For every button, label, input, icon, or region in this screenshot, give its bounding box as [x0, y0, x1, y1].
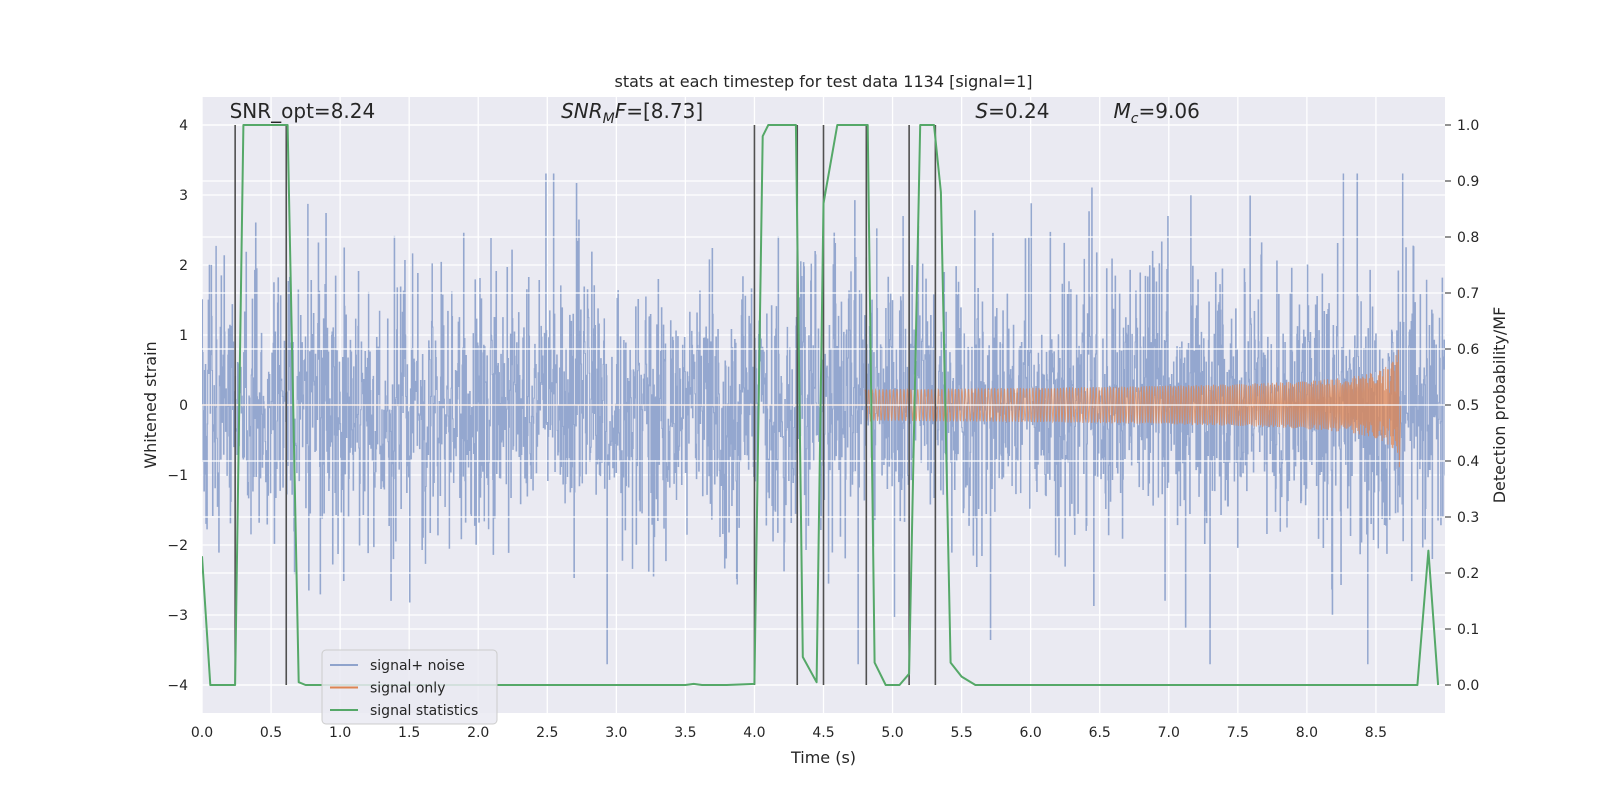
annotation-mc: Mc=9.06: [1114, 99, 1200, 127]
series-signal-statistics: [202, 124, 1440, 686]
x-tick-label: 8.0: [1296, 725, 1318, 741]
x-tick-label: 3.0: [605, 725, 627, 741]
right-y-axis-label: Detection probability/MF: [1490, 307, 1509, 504]
legend-label-signal-only: signal only: [370, 681, 445, 697]
vertical-marker-lines: [234, 125, 937, 685]
y-tick-label: −1: [167, 468, 188, 484]
annotation-snr-opt: SNR_opt=8.24: [230, 99, 376, 123]
x-tick-label: 7.0: [1158, 725, 1180, 741]
x-tick-label: 6.0: [1020, 725, 1042, 741]
annotation-snr-mf-value: =[8.73]: [626, 99, 703, 123]
x-tick-label: 1.0: [329, 725, 351, 741]
plot-series-layer: [202, 124, 1445, 686]
annotation-s-symbol: S: [975, 99, 988, 123]
legend-label-signal-plus-noise: signal+ noise: [370, 658, 465, 674]
x-axis-ticks: 0.0 0.5 1.0 1.5 2.0 2.5 3.0 3.5 4.0 4.5 5.0 5.5 6.0 6…: [191, 725, 1387, 741]
right-y-axis-ticks: 0.0 0.1 0.2 0.3 0.4 0.5 0.6 0.7 0.8 0.9 1.0: [1445, 118, 1479, 694]
x-tick-label: 5.5: [950, 725, 972, 741]
right-y-tick-label: 0.8: [1457, 230, 1479, 246]
right-y-tick-label: 0.7: [1457, 286, 1479, 302]
x-tick-label: 0.0: [191, 725, 213, 741]
y-tick-label: 3: [179, 188, 188, 204]
legend: signal+ noise signal only signal statist…: [321, 649, 498, 725]
y-tick-label: 1: [179, 328, 188, 344]
x-tick-label: 8.5: [1365, 725, 1387, 741]
right-y-tick-label: 0.3: [1457, 510, 1479, 526]
right-y-tick-label: 0.2: [1457, 566, 1479, 582]
y-tick-label: −4: [167, 678, 188, 694]
annotation-mc-symbol: M: [1114, 99, 1131, 123]
x-tick-label: 7.5: [1227, 725, 1249, 741]
annotation-snr-mf-subscript: M: [603, 111, 615, 127]
y-tick-label: 0: [179, 398, 188, 414]
signal-statistics-trace: [202, 124, 1440, 686]
chart-title: stats at each timestep for test data 113…: [614, 72, 1032, 91]
x-tick-label: 0.5: [260, 725, 282, 741]
annotation-mc-subscript: c: [1131, 111, 1139, 127]
right-y-tick-label: 0.4: [1457, 454, 1479, 470]
annotation-snr-mf-f: F: [615, 99, 627, 123]
right-y-tick-label: 0.9: [1457, 174, 1479, 190]
annotation-snr-mf: SNRMF=[8.73]: [561, 99, 703, 127]
x-tick-label: 5.0: [881, 725, 903, 741]
y-axis-label: Whitened strain: [141, 341, 160, 468]
y-tick-label: −3: [167, 608, 188, 624]
legend-box: [321, 649, 498, 725]
right-y-tick-label: 0.1: [1457, 622, 1479, 638]
x-axis-label: Time (s): [790, 748, 856, 767]
left-y-axis-ticks: −4 −3 −2 −1 0 1 2 3 4: [167, 118, 188, 694]
right-y-tick-label: 0.6: [1457, 342, 1479, 358]
x-tick-label: 2.5: [536, 725, 558, 741]
x-tick-label: 4.5: [812, 725, 834, 741]
x-tick-label: 1.5: [398, 725, 420, 741]
legend-label-signal-statistics: signal statistics: [370, 703, 478, 719]
annotation-s: S=0.24: [975, 99, 1049, 123]
signal-only-trace: [864, 348, 1402, 468]
y-tick-label: −2: [167, 538, 188, 554]
annotation-snr-mf-symbol: SNR: [561, 99, 603, 123]
right-y-tick-label: 1.0: [1457, 118, 1479, 134]
right-y-tick-label: 0.5: [1457, 398, 1479, 414]
x-tick-label: 4.0: [743, 725, 765, 741]
annotation-mc-value: =9.06: [1139, 99, 1200, 123]
y-tick-label: 2: [179, 258, 188, 274]
right-y-tick-label: 0.0: [1457, 678, 1479, 694]
y-tick-label: 4: [179, 118, 188, 134]
x-tick-label: 2.0: [467, 725, 489, 741]
x-tick-label: 3.5: [674, 725, 696, 741]
annotation-s-value: =0.24: [988, 99, 1049, 123]
x-tick-label: 6.5: [1089, 725, 1111, 741]
